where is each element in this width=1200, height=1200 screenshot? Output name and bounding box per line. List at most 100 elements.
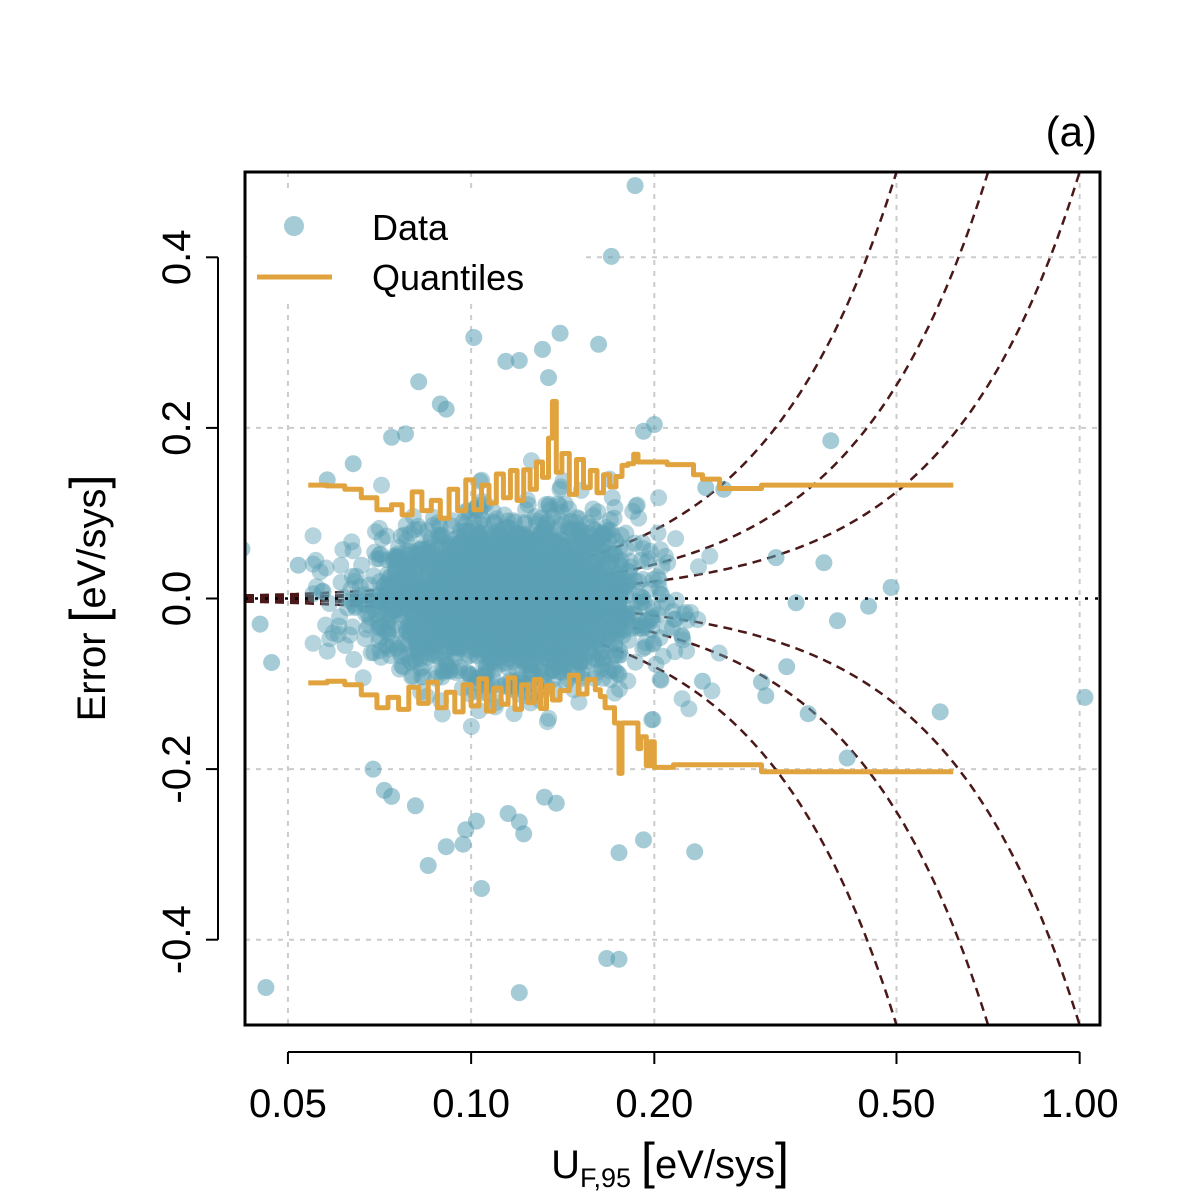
- data-point: [480, 605, 498, 622]
- data-point: [388, 549, 405, 566]
- data-point: [489, 614, 507, 632]
- data-point: [564, 582, 581, 600]
- data-point: [487, 591, 505, 609]
- data-point: [546, 647, 564, 665]
- data-point: [416, 551, 434, 569]
- data-point: [554, 577, 572, 595]
- data-point: [457, 567, 475, 585]
- data-point: [503, 581, 521, 599]
- data-point: [488, 615, 506, 633]
- data-point: [473, 547, 491, 565]
- data-point: [588, 557, 606, 575]
- data-point: [456, 546, 474, 564]
- data-point: [592, 604, 610, 622]
- data-point: [543, 568, 560, 586]
- data-point: [471, 563, 489, 581]
- y-axis-title-open-bracket: [: [60, 608, 116, 622]
- data-point: [497, 584, 515, 602]
- data-point: [442, 570, 460, 588]
- data-point: [474, 545, 492, 563]
- data-point: [499, 512, 517, 530]
- data-point: [553, 516, 571, 534]
- data-point: [492, 540, 510, 558]
- data-point: [431, 623, 449, 641]
- data-point: [438, 539, 456, 557]
- data-point: [571, 611, 589, 629]
- data-point: [653, 557, 671, 575]
- data-point: [442, 597, 460, 615]
- data-point: [513, 561, 531, 579]
- guide-curve-lower-0: [245, 598, 1081, 1025]
- data-point: [521, 583, 539, 601]
- data-point: [586, 575, 604, 593]
- data-point: [514, 547, 532, 565]
- data-point: [472, 587, 490, 605]
- data-point: [546, 567, 564, 585]
- data-point: [510, 524, 528, 542]
- data-point-outlier: [410, 373, 428, 391]
- data-point: [483, 605, 501, 623]
- data-point: [548, 619, 566, 637]
- data-point: [498, 578, 516, 596]
- data-point: [420, 634, 438, 652]
- data-point: [416, 569, 434, 587]
- data-point-outlier: [551, 324, 569, 342]
- data-point: [610, 588, 628, 606]
- data-point: [403, 582, 421, 600]
- data-point: [579, 571, 596, 589]
- data-point: [397, 618, 415, 636]
- data-point: [485, 645, 503, 663]
- data-point: [601, 521, 619, 539]
- data-point: [485, 638, 503, 655]
- data-point: [370, 519, 388, 537]
- data-point: [481, 654, 498, 671]
- data-point: [612, 646, 630, 664]
- data-point: [484, 533, 501, 551]
- data-point: [412, 578, 430, 596]
- data-point: [438, 656, 455, 674]
- data-point: [656, 547, 674, 565]
- data-point: [494, 560, 511, 578]
- data-point: [540, 548, 557, 565]
- data-point: [452, 581, 470, 598]
- data-point: [519, 612, 537, 630]
- data-point: [485, 591, 503, 609]
- data-point: [419, 554, 437, 571]
- data-point: [608, 574, 626, 592]
- data-point: [572, 529, 590, 547]
- data-point: [423, 543, 441, 561]
- data-point: [492, 601, 510, 619]
- data-point: [611, 620, 629, 638]
- data-point: [551, 497, 569, 515]
- data-point: [440, 565, 458, 583]
- data-point: [531, 629, 549, 647]
- data-point: [423, 607, 441, 625]
- data-point: [470, 631, 488, 649]
- data-point: [532, 619, 550, 637]
- data-point: [582, 570, 600, 588]
- data-point: [518, 615, 536, 633]
- data-point: [475, 608, 493, 626]
- data-point: [442, 542, 460, 560]
- data-point: [482, 576, 500, 594]
- data-point: [651, 670, 669, 688]
- y-tick-label-0: -0.4: [155, 905, 199, 974]
- data-point: [449, 636, 467, 654]
- data-point: [522, 612, 540, 630]
- data-point: [440, 591, 458, 609]
- data-point: [492, 553, 510, 571]
- data-point: [429, 570, 447, 588]
- data-point: [558, 616, 576, 634]
- data-point: [432, 551, 450, 569]
- data-point: [467, 578, 485, 596]
- data-point: [447, 596, 465, 614]
- data-point: [424, 542, 442, 560]
- data-point: [480, 580, 498, 598]
- data-point: [471, 634, 489, 652]
- data-point: [517, 592, 535, 610]
- data-point: [673, 626, 691, 644]
- data-point: [489, 602, 507, 620]
- data-point: [541, 555, 559, 573]
- data-point-outlier: [882, 578, 900, 596]
- data-point: [508, 581, 526, 599]
